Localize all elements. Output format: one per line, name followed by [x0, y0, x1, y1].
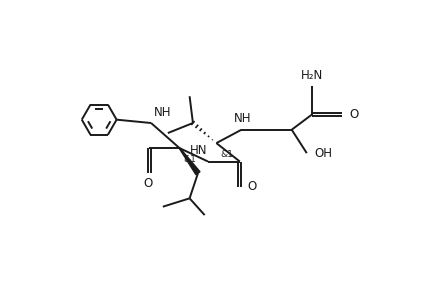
Text: &1: &1 [220, 150, 233, 159]
Text: O: O [349, 108, 359, 121]
Text: OH: OH [314, 147, 332, 160]
Text: O: O [247, 180, 257, 193]
Text: HN: HN [190, 144, 207, 157]
Text: NH: NH [233, 112, 251, 125]
Text: &1: &1 [183, 155, 196, 164]
Text: NH: NH [154, 106, 171, 119]
Text: O: O [143, 177, 152, 190]
Polygon shape [179, 148, 200, 175]
Text: H₂N: H₂N [301, 69, 323, 82]
